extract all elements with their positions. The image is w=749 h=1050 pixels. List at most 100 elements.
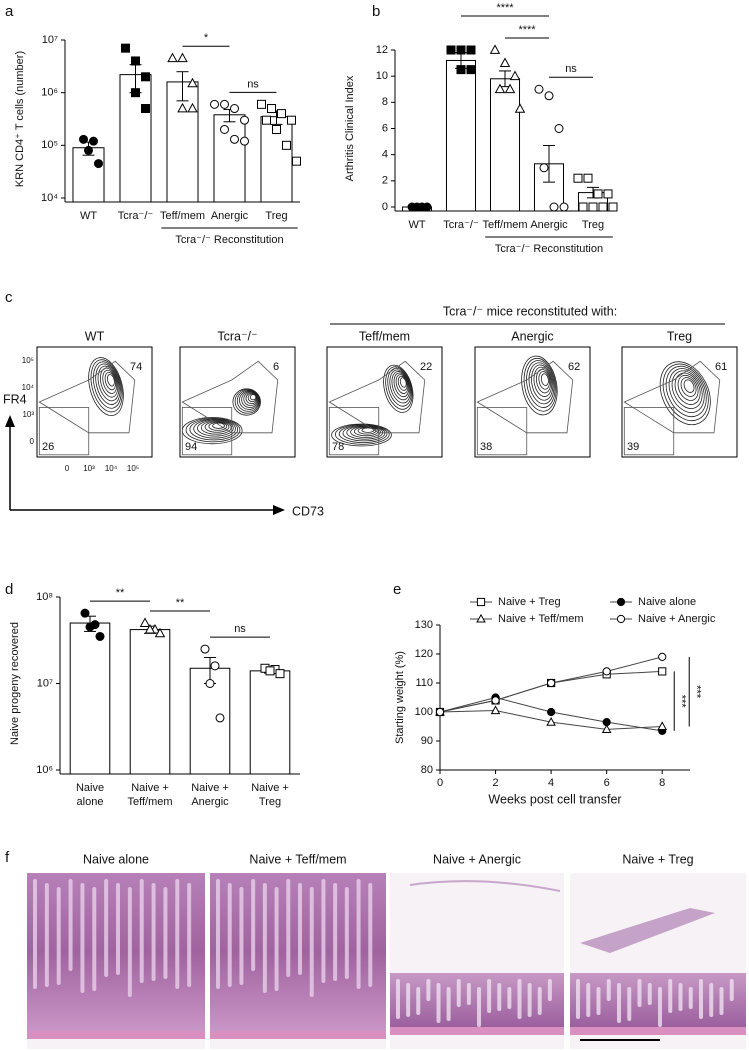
x-tick-label: Treg <box>582 219 604 231</box>
data-point <box>177 102 188 113</box>
contour <box>204 421 230 433</box>
x-tick-label: Treg <box>259 796 281 808</box>
group-header: Tcra⁻/⁻ mice reconstituted with: <box>443 304 617 318</box>
y-tick-label: 10⁷ <box>37 677 53 689</box>
crypt <box>139 879 144 983</box>
x-tick-label: Tcra⁻/⁻ <box>443 219 479 231</box>
contour <box>334 424 390 445</box>
legend-label: Naive + Treg <box>498 596 561 608</box>
crypt <box>527 983 532 1017</box>
legend-marker <box>616 614 626 624</box>
x-tick-label: Tcra⁻/⁻ <box>118 210 154 222</box>
contour <box>353 426 379 437</box>
bar <box>445 59 477 212</box>
data-point <box>177 52 188 63</box>
crypt <box>163 887 168 979</box>
y-axis-label: Naive progeny recovered <box>9 622 21 745</box>
data-point <box>85 622 95 632</box>
data-point <box>489 44 501 54</box>
x-tick-label: Teff/mem <box>160 210 205 222</box>
data-point <box>547 678 556 688</box>
crypt <box>227 883 232 987</box>
data-point <box>466 65 476 75</box>
data-point <box>601 724 612 733</box>
contour <box>88 357 124 416</box>
crypt <box>104 879 109 977</box>
crypt <box>436 983 441 1023</box>
contour <box>350 426 381 438</box>
contour <box>200 420 232 435</box>
gate-percent: 78 <box>332 441 344 453</box>
gate-percent: 74 <box>130 361 142 373</box>
crypt <box>56 887 61 985</box>
x-tick-label: 10⁵ <box>127 464 139 473</box>
y-tick-label: 10⁶ <box>36 764 53 776</box>
x-tick-label: Naive + <box>251 782 289 794</box>
x-tick-label: Teff/mem <box>482 219 527 231</box>
crypt <box>80 883 85 993</box>
data-point <box>187 77 198 88</box>
data-point <box>79 134 88 144</box>
crypt <box>262 883 267 993</box>
x-tick-label: Naive <box>76 782 104 794</box>
significance-label: ns <box>247 78 259 90</box>
gate-lower <box>181 407 233 456</box>
crypt <box>127 887 132 997</box>
data-point <box>504 83 516 94</box>
contour <box>399 377 407 388</box>
x-tick-label: Anergic <box>530 219 568 231</box>
contour <box>540 373 549 386</box>
x-tick-label: Anergic <box>211 210 249 222</box>
data-point <box>154 627 166 638</box>
legend-marker <box>616 597 626 607</box>
data-point <box>95 631 105 641</box>
x-tick-label: 6 <box>604 777 610 789</box>
contour <box>189 418 239 441</box>
y-tick-label: 110 <box>415 677 433 689</box>
mucus <box>409 880 561 892</box>
data-point <box>230 134 239 144</box>
image-title: Naive + Teff/mem <box>249 852 346 866</box>
crypt <box>719 987 724 1015</box>
contour <box>533 366 553 397</box>
plot-frame <box>326 346 443 458</box>
crypt <box>426 979 431 1001</box>
gate-lower <box>623 407 675 456</box>
data-point <box>275 669 285 679</box>
significance-label: *** <box>675 695 687 709</box>
y-axis-label: Starting weight (%) <box>394 651 406 744</box>
y-tick-label: 80 <box>421 764 433 776</box>
data-point <box>456 65 466 75</box>
bar <box>69 622 111 775</box>
x-axis-label: CD73 <box>292 504 324 518</box>
data-point <box>559 202 569 212</box>
x-tick-label: 10³ <box>83 464 95 473</box>
contour <box>102 369 118 394</box>
crypt <box>396 979 400 1019</box>
contour <box>662 363 709 422</box>
y-tick-label: 10⁴ <box>22 383 35 392</box>
y-tick-label: 8 <box>382 96 388 108</box>
contour <box>397 375 408 391</box>
crypt <box>586 983 591 1017</box>
plot-title: WT <box>85 329 105 343</box>
crypt <box>507 987 512 1009</box>
contour <box>208 422 228 431</box>
muscle-layer <box>390 1027 564 1035</box>
x-tick-label: Anergic <box>191 796 229 808</box>
data-point <box>94 159 103 169</box>
arrow-head <box>5 415 15 427</box>
data-point <box>287 115 296 125</box>
gate-percent: 62 <box>568 361 580 373</box>
crypt <box>699 979 703 1019</box>
crypt <box>239 887 244 985</box>
gate-percent: 39 <box>627 441 639 453</box>
image-title: Naive + Treg <box>622 852 693 866</box>
data-point <box>658 652 667 662</box>
crypt <box>298 883 302 975</box>
legend-marker <box>476 613 486 623</box>
data-point <box>603 189 613 199</box>
legend-label: Naive + Anergic <box>638 613 716 625</box>
crypt <box>446 987 451 1021</box>
contour <box>95 363 121 405</box>
